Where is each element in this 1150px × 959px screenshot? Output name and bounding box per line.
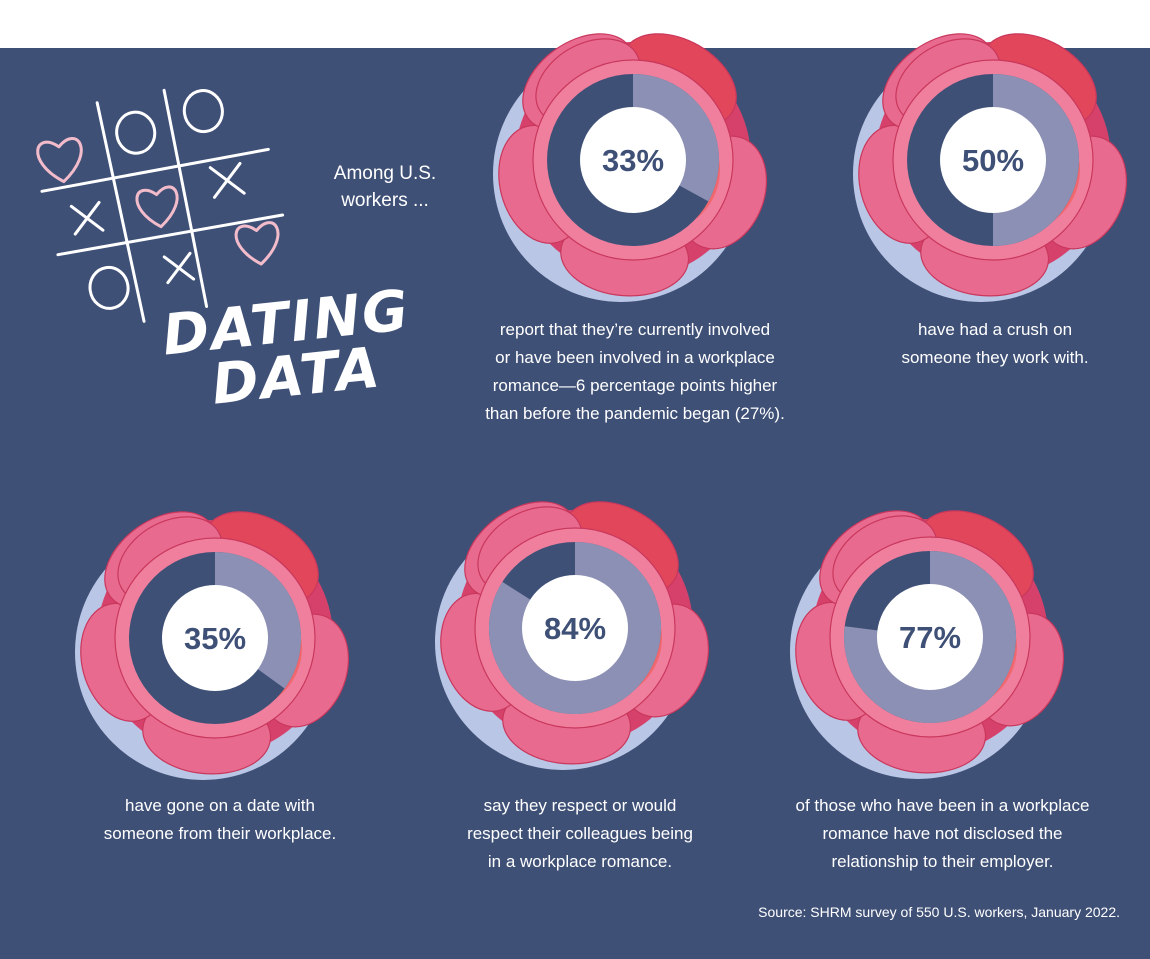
rose-chart-3: 84% (435, 501, 710, 770)
caption-4: of those who have been in a workplace ro… (770, 792, 1115, 876)
donut-center (877, 584, 983, 690)
o-icon (115, 110, 157, 155)
caption-0: report that they’re currently involved o… (440, 316, 830, 428)
donut-1: 50% (907, 74, 1079, 246)
rose-chart-0: 33% (493, 33, 768, 302)
caption-0-line: or have been involved in a workplace (495, 348, 775, 367)
donut-0: 33% (547, 74, 719, 246)
heart-icon (135, 185, 179, 229)
caption-3-line: say they respect or would (483, 796, 677, 815)
caption-4-line: romance have not disclosed the (822, 824, 1063, 843)
caption-3-line: in a workplace romance. (487, 852, 673, 871)
value-label-2: 35% (184, 621, 246, 656)
caption-4-line: of those who have been in a workplace (795, 796, 1090, 815)
x-stroke (166, 251, 192, 285)
intro-text: Among U.S. workers ... (333, 163, 437, 211)
rose-chart-2: 35% (75, 511, 350, 780)
donut-4: 77% (844, 551, 1017, 723)
heart-icon (234, 221, 280, 266)
grid-line (162, 88, 209, 309)
donut-center (940, 107, 1046, 213)
source-note: Source: SHRM survey of 550 U.S. workers,… (758, 904, 1120, 920)
tic-tac-toe-doodle (36, 88, 285, 323)
caption-4-line: relationship to their employer. (831, 852, 1054, 871)
value-label-0: 33% (602, 143, 664, 178)
value-label-1: 50% (962, 143, 1024, 178)
x-stroke (212, 161, 242, 199)
grid-line (56, 213, 285, 257)
o-icon (88, 265, 130, 310)
caption-0-line: report that they’re currently involved (499, 320, 771, 339)
caption-1-line: someone they work with. (901, 348, 1089, 367)
donut-3: 84% (489, 542, 662, 715)
value-label-4: 77% (899, 620, 961, 655)
caption-2-line: have gone on a date with (125, 796, 315, 815)
rose-chart-4: 77% (790, 510, 1065, 779)
x-icon (208, 161, 246, 199)
grid-line (40, 147, 270, 193)
caption-1-line: have had a crush on (917, 320, 1073, 339)
caption-3: say they respect or would respect their … (430, 792, 730, 876)
donut-center (580, 107, 686, 213)
caption-0-line: than before the pandemic began (27%). (485, 404, 785, 423)
caption-2-line: someone from their workplace. (103, 824, 337, 843)
value-label-3: 84% (544, 611, 606, 646)
heart-icon (36, 137, 83, 184)
caption-2: have gone on a date with someone from th… (70, 792, 370, 848)
x-icon (69, 200, 105, 236)
rose-chart-1: 50% (853, 33, 1128, 302)
x-stroke (73, 200, 101, 236)
donut-center (162, 585, 268, 691)
caption-0-line: romance—6 percentage points higher (492, 376, 778, 395)
caption-1: have had a crush on someone they work wi… (845, 316, 1145, 372)
caption-3-line: respect their colleagues being (467, 824, 693, 843)
donut-center (522, 575, 628, 681)
x-icon (162, 251, 196, 285)
grid-line (95, 101, 146, 323)
o-icon (182, 89, 224, 134)
donut-2: 35% (129, 551, 302, 724)
